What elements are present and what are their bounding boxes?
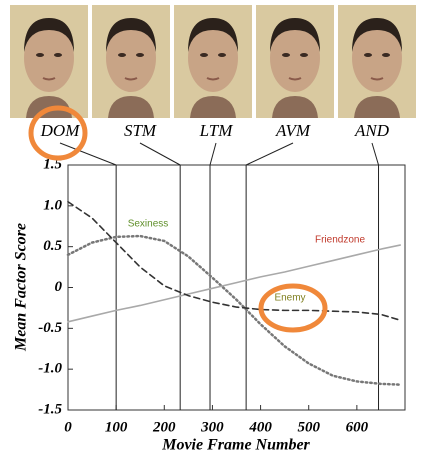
x-tick-label: 100 bbox=[105, 419, 128, 435]
marker-label: AND bbox=[354, 121, 390, 140]
eye bbox=[36, 53, 44, 57]
series-line bbox=[67, 200, 401, 321]
series-line bbox=[66, 234, 402, 386]
marker-connector bbox=[245, 142, 294, 166]
marker-connector bbox=[59, 142, 117, 166]
y-tick-label: -0.5 bbox=[38, 320, 62, 336]
marker-label: AVM bbox=[275, 121, 311, 140]
marker-label: LTM bbox=[199, 121, 234, 140]
plot-frame bbox=[67, 164, 406, 411]
y-tick-label: -1.5 bbox=[38, 401, 62, 417]
series-label: Sexiness bbox=[128, 219, 169, 230]
marker-label: DOM bbox=[40, 121, 81, 140]
faces bbox=[10, 4, 417, 119]
x-tick-label: 600 bbox=[346, 419, 369, 435]
marker-connector bbox=[139, 142, 181, 166]
x-axis-label: Movie Frame Number bbox=[161, 437, 310, 454]
y-tick-label: 1.0 bbox=[43, 197, 62, 213]
x-tick-label: 300 bbox=[200, 419, 224, 435]
x-tick-label: 0 bbox=[64, 419, 72, 435]
marker-label: STM bbox=[124, 121, 157, 140]
face-copy bbox=[337, 4, 417, 119]
face bbox=[24, 24, 74, 92]
hair bbox=[24, 18, 74, 52]
marker-connector bbox=[209, 142, 217, 166]
series-label: Friendzone bbox=[315, 235, 365, 246]
x-tick-label: 500 bbox=[297, 419, 320, 435]
series-label: Enemy bbox=[274, 293, 305, 304]
face-copy bbox=[91, 4, 171, 119]
face-copy bbox=[173, 4, 253, 119]
y-tick-label: 0 bbox=[55, 279, 63, 295]
highlight-circle bbox=[28, 105, 88, 161]
series-line bbox=[67, 244, 401, 323]
mouth bbox=[42, 77, 56, 81]
x-tick-label: 200 bbox=[152, 419, 176, 435]
face-copy bbox=[255, 4, 335, 119]
y-axis-label: Mean Factor Score bbox=[13, 223, 30, 352]
y-tick-label: -1.0 bbox=[38, 361, 62, 377]
plot: -1.5-1.0-0.500.51.01.50 100 200 300 400 500 60… bbox=[38, 121, 402, 435]
y-tick-label: 0.5 bbox=[43, 238, 62, 254]
x-tick-label: 400 bbox=[248, 419, 272, 435]
marker-connector bbox=[371, 142, 380, 166]
highlight-circle bbox=[258, 283, 328, 333]
eye bbox=[54, 53, 62, 57]
